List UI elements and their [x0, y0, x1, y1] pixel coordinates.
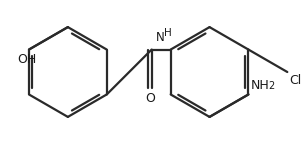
Text: N: N — [156, 31, 164, 44]
Text: NH: NH — [250, 79, 269, 92]
Text: O: O — [146, 92, 156, 105]
Text: OH: OH — [17, 53, 36, 66]
Text: 2: 2 — [268, 82, 275, 92]
Text: H: H — [164, 28, 172, 38]
Text: Cl: Cl — [289, 74, 302, 87]
